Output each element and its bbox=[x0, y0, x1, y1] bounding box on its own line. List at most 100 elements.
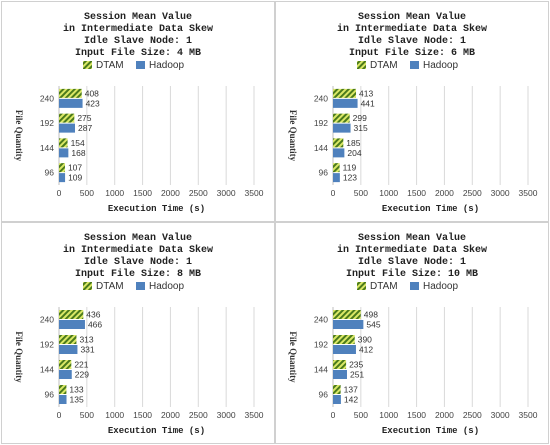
legend: DTAM Hadoop bbox=[83, 60, 184, 71]
data-label: 251 bbox=[350, 370, 364, 380]
y-tick-label: 192 bbox=[314, 340, 328, 350]
legend-swatch-hadoop bbox=[136, 61, 145, 69]
legend-label-dtam: DTAM bbox=[96, 60, 124, 71]
data-label: 315 bbox=[354, 123, 368, 133]
x-tick-label: 2000 bbox=[435, 188, 454, 198]
bar-dtam bbox=[59, 163, 65, 173]
bar-hadoop bbox=[333, 370, 347, 379]
chart-panel-6mb: Session Mean Value in Intermediate Data S… bbox=[275, 1, 549, 222]
bar-dtam bbox=[333, 385, 341, 394]
x-tick-label: 2500 bbox=[463, 410, 482, 420]
chart-title-line: Input File Size: 8 MB bbox=[75, 268, 201, 280]
x-tick-label: 0 bbox=[57, 410, 62, 420]
data-label: 423 bbox=[86, 98, 100, 108]
x-tick-label: 3500 bbox=[519, 410, 538, 420]
x-tick-label: 1000 bbox=[105, 410, 124, 420]
data-label: 413 bbox=[359, 88, 373, 98]
x-tick-label: 3000 bbox=[217, 410, 236, 420]
y-tick-label: 96 bbox=[319, 390, 329, 400]
chart-title-line: Idle Slave Node: 1 bbox=[84, 256, 192, 268]
data-label: 436 bbox=[86, 310, 100, 320]
y-tick-label: 240 bbox=[314, 93, 328, 103]
data-label: 412 bbox=[359, 345, 373, 355]
y-tick-label: 192 bbox=[40, 118, 54, 128]
x-tick-label: 2000 bbox=[161, 410, 180, 420]
data-label: 331 bbox=[80, 345, 94, 355]
bar-dtam bbox=[59, 360, 72, 369]
bar-dtam bbox=[59, 88, 82, 98]
chart-title-line: Session Mean Value bbox=[358, 232, 466, 244]
legend-label-dtam: DTAM bbox=[370, 281, 398, 292]
x-tick-label: 500 bbox=[80, 410, 94, 420]
bar-hadoop bbox=[333, 123, 351, 133]
chart-title-line: in Intermediate Data Skew bbox=[337, 244, 487, 256]
y-tick-label: 144 bbox=[40, 365, 54, 375]
legend-label-hadoop: Hadoop bbox=[149, 281, 184, 292]
chart-title-line: Idle Slave Node: 1 bbox=[358, 256, 466, 268]
x-tick-label: 3500 bbox=[519, 188, 538, 198]
x-tick-label: 2500 bbox=[189, 410, 208, 420]
chart-title-line: Session Mean Value bbox=[358, 11, 466, 23]
chart-title-line: Idle Slave Node: 1 bbox=[358, 35, 466, 47]
chart-title-line: in Intermediate Data Skew bbox=[63, 244, 213, 256]
data-label: 133 bbox=[69, 385, 83, 395]
bar-hadoop bbox=[59, 173, 66, 183]
y-tick-label: 192 bbox=[40, 340, 54, 350]
chart-title-line: Session Mean Value bbox=[84, 11, 192, 23]
chart-title-line: Input File Size: 6 MB bbox=[349, 47, 475, 59]
legend: DTAM Hadoop bbox=[357, 281, 458, 292]
y-tick-label: 144 bbox=[314, 143, 328, 153]
bar-dtam bbox=[59, 310, 84, 319]
data-label: 408 bbox=[85, 88, 99, 98]
bar-hadoop bbox=[59, 345, 78, 354]
y-tick-label: 144 bbox=[314, 365, 328, 375]
x-axis-ticks: 0 500 1000 1500 2000 2500 3000 3500 bbox=[331, 188, 538, 198]
legend-label-hadoop: Hadoop bbox=[149, 60, 184, 71]
y-axis-ticks: 240 192 144 96 bbox=[314, 93, 328, 177]
y-tick-label: 144 bbox=[40, 143, 54, 153]
x-tick-label: 3000 bbox=[217, 188, 236, 198]
data-label: 185 bbox=[346, 138, 360, 148]
bar-hadoop bbox=[59, 148, 69, 158]
legend-label-hadoop: Hadoop bbox=[423, 60, 458, 71]
bar-hadoop bbox=[59, 320, 85, 329]
chart-title-line: in Intermediate Data Skew bbox=[337, 23, 487, 35]
bar-hadoop bbox=[333, 345, 356, 354]
y-axis-ticks: 240 192 144 96 bbox=[40, 315, 54, 400]
x-tick-label: 0 bbox=[331, 410, 336, 420]
data-label: 109 bbox=[68, 173, 82, 183]
bar-hadoop bbox=[59, 123, 75, 133]
x-axis-title: Execution Time (s) bbox=[108, 204, 205, 214]
y-tick-label: 96 bbox=[319, 168, 329, 178]
x-tick-label: 3000 bbox=[491, 188, 510, 198]
y-tick-label: 96 bbox=[45, 390, 55, 400]
x-tick-label: 2000 bbox=[161, 188, 180, 198]
x-tick-label: 0 bbox=[57, 188, 62, 198]
data-label: 142 bbox=[344, 395, 358, 405]
bar-dtam bbox=[333, 138, 344, 148]
bar-dtam bbox=[333, 360, 347, 369]
x-axis-title: Execution Time (s) bbox=[382, 204, 479, 214]
bar-hadoop bbox=[333, 395, 341, 404]
data-label: 123 bbox=[343, 173, 357, 183]
x-tick-label: 2500 bbox=[463, 188, 482, 198]
y-axis-title: File Quantity bbox=[288, 110, 298, 162]
data-label: 137 bbox=[344, 385, 358, 395]
bar-dtam bbox=[333, 310, 361, 319]
data-label: 498 bbox=[364, 310, 378, 320]
chart-panel-4mb: Session Mean Value in Intermediate Data S… bbox=[1, 1, 275, 222]
data-label: 235 bbox=[349, 360, 363, 370]
x-tick-label: 0 bbox=[331, 188, 336, 198]
x-axis-ticks: 0 500 1000 1500 2000 2500 3000 3500 bbox=[57, 188, 264, 198]
data-label: 221 bbox=[74, 360, 88, 370]
chart-title-line: Session Mean Value bbox=[84, 232, 192, 244]
x-tick-label: 1500 bbox=[407, 410, 426, 420]
chart-title-line: Input File Size: 10 MB bbox=[346, 268, 478, 280]
x-tick-label: 3500 bbox=[245, 410, 264, 420]
bar-dtam bbox=[59, 138, 68, 148]
